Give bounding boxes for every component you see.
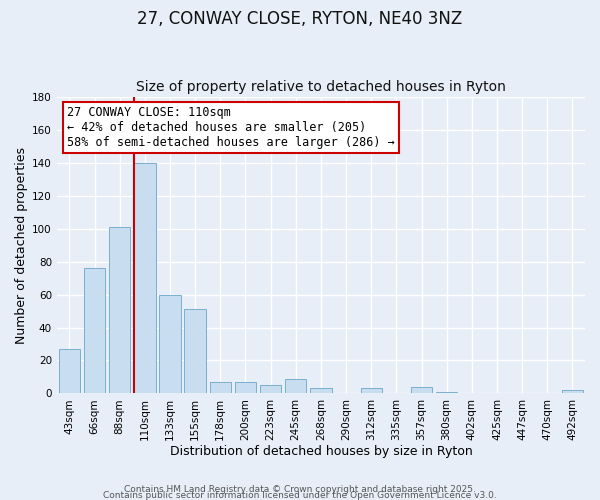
Title: Size of property relative to detached houses in Ryton: Size of property relative to detached ho… [136,80,506,94]
Bar [184,310,206,394]
Bar [310,388,332,394]
Bar [209,382,231,394]
X-axis label: Distribution of detached houses by size in Ryton: Distribution of detached houses by size … [170,444,472,458]
Text: 27 CONWAY CLOSE: 110sqm
← 42% of detached houses are smaller (205)
58% of semi-d: 27 CONWAY CLOSE: 110sqm ← 42% of detache… [67,106,395,149]
Bar [159,294,181,394]
Text: Contains public sector information licensed under the Open Government Licence v3: Contains public sector information licen… [103,490,497,500]
Text: Contains HM Land Registry data © Crown copyright and database right 2025.: Contains HM Land Registry data © Crown c… [124,484,476,494]
Y-axis label: Number of detached properties: Number of detached properties [15,146,28,344]
Bar [134,163,155,394]
Bar [361,388,382,394]
Text: 27, CONWAY CLOSE, RYTON, NE40 3NZ: 27, CONWAY CLOSE, RYTON, NE40 3NZ [137,10,463,28]
Bar [260,385,281,394]
Bar [285,378,307,394]
Bar [235,382,256,394]
Bar [84,268,105,394]
Bar [59,349,80,394]
Bar [562,390,583,394]
Bar [411,387,432,394]
Bar [436,392,457,394]
Bar [109,227,130,394]
